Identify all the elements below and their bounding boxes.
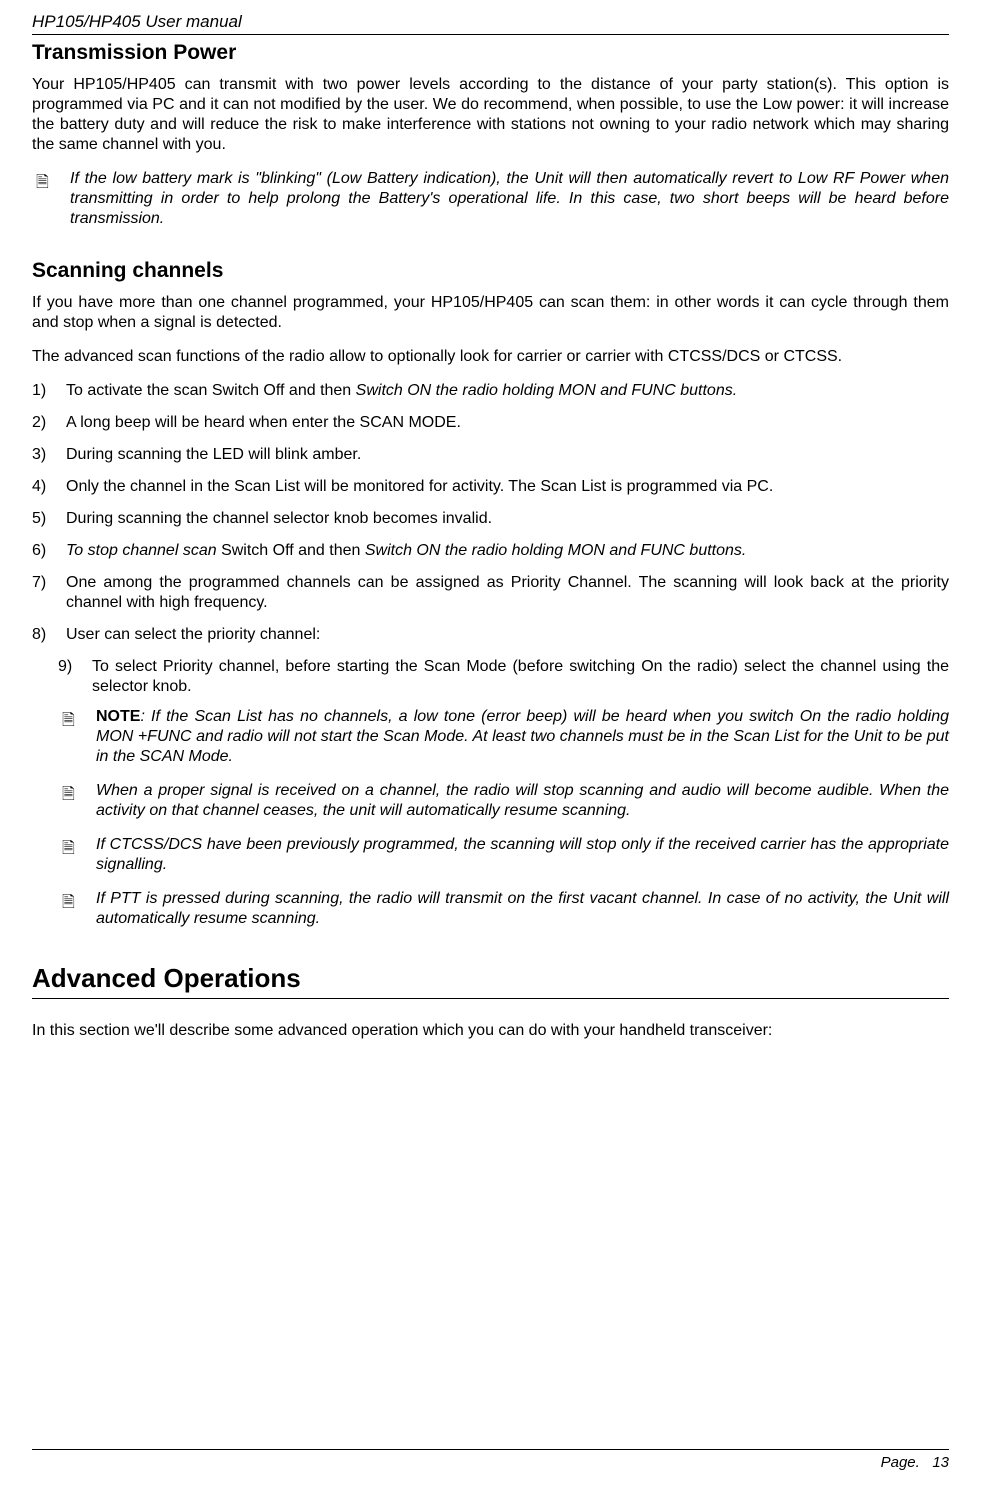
list-item: A long beep will be heard when enter the… bbox=[32, 413, 949, 433]
section-title-transmission-power: Transmission Power bbox=[32, 41, 949, 65]
note-icon: 🗎 bbox=[58, 889, 78, 929]
list-text: Switch Off and then bbox=[217, 542, 365, 559]
list-text-italic: Switch ON the radio holding MON and FUNC… bbox=[365, 542, 747, 559]
note-text: NOTE: If the Scan List has no channels, … bbox=[96, 707, 949, 767]
note-text: If PTT is pressed during scanning, the r… bbox=[96, 889, 949, 929]
list-item: To stop channel scan Switch Off and then… bbox=[32, 541, 949, 561]
list-item: During scanning the channel selector kno… bbox=[32, 509, 949, 529]
list-item: User can select the priority channel: bbox=[32, 625, 949, 645]
note-icon: 🗎 bbox=[58, 781, 78, 821]
list-text: To activate the scan Switch Off and then bbox=[66, 382, 356, 399]
footer-rule bbox=[32, 1449, 949, 1450]
note-icon: 🗎 bbox=[58, 707, 78, 767]
list-item: During scanning the LED will blink amber… bbox=[32, 445, 949, 465]
note-label: NOTE bbox=[96, 708, 140, 725]
page-number: Page. 13 bbox=[32, 1454, 949, 1471]
scan-paragraph-2: The advanced scan functions of the radio… bbox=[32, 347, 949, 367]
scan-paragraph-1: If you have more than one channel progra… bbox=[32, 293, 949, 333]
note-text: When a proper signal is received on a ch… bbox=[96, 781, 949, 821]
list-item: To activate the scan Switch Off and then… bbox=[32, 381, 949, 401]
advanced-rule bbox=[32, 998, 949, 999]
list-text-italic: To stop channel scan bbox=[66, 542, 217, 559]
scan-procedure-list: To activate the scan Switch Off and then… bbox=[32, 381, 949, 645]
page-footer: Page. 13 bbox=[32, 1449, 949, 1471]
header-rule bbox=[32, 34, 949, 35]
advanced-paragraph: In this section we'll describe some adva… bbox=[32, 1021, 949, 1041]
note-text: If the low battery mark is "blinking" (L… bbox=[70, 169, 949, 229]
note-icon: 🗎 bbox=[58, 835, 78, 875]
tx-power-paragraph: Your HP105/HP405 can transmit with two p… bbox=[32, 75, 949, 155]
note-scan-list: 🗎 NOTE: If the Scan List has no channels… bbox=[58, 707, 949, 767]
scan-sublist: To select Priority channel, before start… bbox=[58, 657, 949, 697]
note-ptt: 🗎 If PTT is pressed during scanning, the… bbox=[58, 889, 949, 929]
list-item: To select Priority channel, before start… bbox=[58, 657, 949, 697]
note-ctcss: 🗎 If CTCSS/DCS have been previously prog… bbox=[58, 835, 949, 875]
section-title-advanced: Advanced Operations bbox=[32, 963, 949, 994]
note-proper-signal: 🗎 When a proper signal is received on a … bbox=[58, 781, 949, 821]
manual-header: HP105/HP405 User manual bbox=[32, 12, 949, 32]
note-low-battery: 🗎 If the low battery mark is "blinking" … bbox=[32, 169, 949, 229]
page-num-value: 13 bbox=[932, 1454, 949, 1471]
list-item: Only the channel in the Scan List will b… bbox=[32, 477, 949, 497]
page-label: Page. bbox=[881, 1454, 920, 1471]
note-text: If CTCSS/DCS have been previously progra… bbox=[96, 835, 949, 875]
list-text-italic: Switch ON the radio holding MON and FUNC… bbox=[356, 382, 738, 399]
section-title-scanning: Scanning channels bbox=[32, 259, 949, 283]
list-item: One among the programmed channels can be… bbox=[32, 573, 949, 613]
note-icon: 🗎 bbox=[32, 169, 52, 229]
note-body: : If the Scan List has no channels, a lo… bbox=[96, 708, 949, 765]
